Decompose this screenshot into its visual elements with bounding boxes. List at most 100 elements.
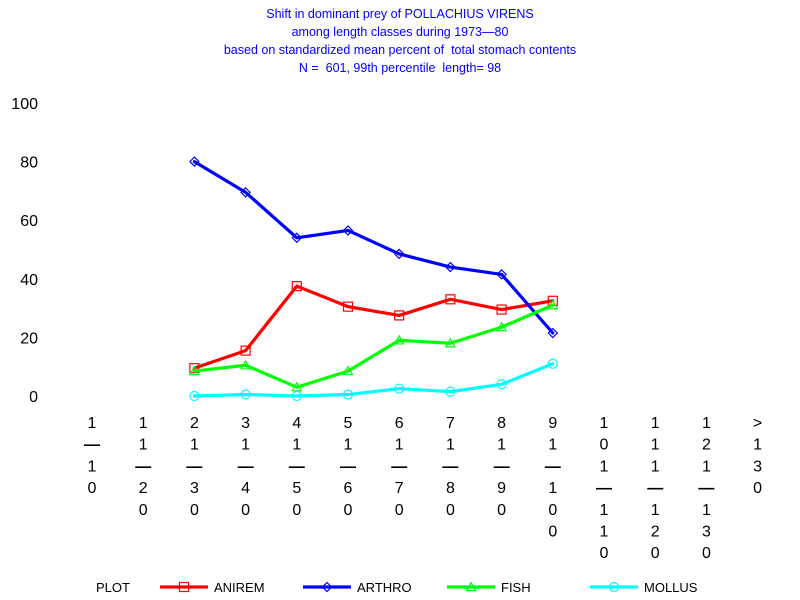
data-point xyxy=(342,301,354,312)
y-axis: 0 20 40 60 80 100 xyxy=(11,96,38,406)
x-tick-char: — xyxy=(340,458,356,475)
series-mollus xyxy=(189,358,558,402)
legend-item-anirem: ANIREM xyxy=(160,580,265,595)
y-tick-label: 60 xyxy=(20,213,38,230)
x-tick-char: 1 xyxy=(88,458,97,475)
series-layer xyxy=(188,156,559,402)
data-point xyxy=(240,389,251,400)
x-tick-char: 0 xyxy=(139,502,148,519)
x-tick-char: 1 xyxy=(600,458,609,475)
series-line xyxy=(192,303,555,389)
legend-label: FISH xyxy=(501,580,531,595)
x-tick-char: 0 xyxy=(753,480,762,497)
x-tick-char: 0 xyxy=(497,502,506,519)
x-tick-char: 1 xyxy=(651,458,660,475)
x-tick-char: — xyxy=(84,437,100,454)
x-tick-char: — xyxy=(135,458,151,475)
x-tick-char: 1 xyxy=(600,502,609,519)
x-tick-char: — xyxy=(391,458,407,475)
data-point xyxy=(445,386,456,397)
data-point xyxy=(291,390,302,402)
x-tick-char: 7 xyxy=(446,415,455,432)
x-tick-char: — xyxy=(238,458,254,475)
data-point xyxy=(291,381,303,392)
x-category-label: 4 1 — 5 0 xyxy=(289,415,305,519)
x-tick-char: 0 xyxy=(600,437,609,454)
data-point xyxy=(291,232,303,244)
x-tick-char: 1 xyxy=(548,437,557,454)
x-tick-char: 1 xyxy=(651,502,660,519)
x-tick-char: 5 xyxy=(344,415,353,432)
x-tick-char: 0 xyxy=(395,502,404,519)
x-tick-char: 1 xyxy=(702,458,711,475)
x-tick-char: 4 xyxy=(292,415,301,432)
x-tick-char: 2 xyxy=(190,415,199,432)
data-point xyxy=(445,261,456,273)
x-tick-char: 8 xyxy=(497,415,506,432)
x-tick-char: 1 xyxy=(600,415,609,432)
data-point xyxy=(547,327,559,339)
x-tick-char: 1 xyxy=(548,480,557,497)
data-point xyxy=(178,581,190,593)
x-tick-char: 3 xyxy=(702,524,711,541)
data-point xyxy=(465,581,477,592)
x-tick-char: 2 xyxy=(702,437,711,454)
data-point xyxy=(496,269,507,280)
data-point xyxy=(291,281,302,292)
data-point xyxy=(393,248,405,260)
x-tick-char: 0 xyxy=(446,502,455,519)
legend: PLOT ANIREM ARTHRO FISH MOLLUS xyxy=(96,580,698,595)
series-arthro xyxy=(189,156,559,339)
y-tick-label: 100 xyxy=(11,96,38,113)
title-line-1: Shift in dominant prey of POLLACHIUS VIR… xyxy=(266,7,534,21)
x-tick-char: 0 xyxy=(548,524,557,541)
data-point xyxy=(394,310,405,321)
data-point xyxy=(445,294,456,305)
x-tick-char: 3 xyxy=(241,415,250,432)
x-tick-char: 1 xyxy=(702,502,711,519)
y-tick-label: 20 xyxy=(20,330,38,347)
x-tick-char: 1 xyxy=(190,437,199,454)
x-tick-char: 1 xyxy=(651,415,660,432)
series-line xyxy=(192,362,555,398)
title-line-3: based on standardized mean percent of to… xyxy=(223,43,577,57)
data-point xyxy=(240,187,251,198)
x-tick-char: — xyxy=(596,480,612,497)
x-tick-char: 3 xyxy=(190,480,199,497)
x-tick-char: 1 xyxy=(344,437,353,454)
x-tick-char: 3 xyxy=(753,458,762,475)
legend-item-mollus: MOLLUS xyxy=(590,580,698,595)
x-tick-char: 8 xyxy=(446,480,455,497)
x-tick-char: — xyxy=(647,480,663,497)
x-tick-char: > xyxy=(753,415,762,432)
x-tick-char: 0 xyxy=(241,502,250,519)
data-point xyxy=(342,389,354,400)
legend-label: ARTHRO xyxy=(357,580,412,595)
x-category-label: >1 3 0 xyxy=(753,415,762,497)
x-tick-char: — xyxy=(186,458,202,475)
legend-item-arthro: ARTHRO xyxy=(303,580,412,595)
x-tick-char: 1 xyxy=(139,437,148,454)
x-tick-char: 9 xyxy=(497,480,506,497)
x-tick-char: 7 xyxy=(395,480,404,497)
legend-label: ANIREM xyxy=(214,580,265,595)
x-category-label: 3 1 — 4 0 xyxy=(238,415,254,519)
y-tick-label: 40 xyxy=(20,272,38,289)
chart-title: Shift in dominant prey of POLLACHIUS VIR… xyxy=(0,5,800,77)
data-point xyxy=(189,156,200,167)
data-point xyxy=(240,359,252,370)
x-tick-char: 6 xyxy=(344,480,353,497)
x-tick-char: 1 xyxy=(241,437,250,454)
x-tick-char: 1 xyxy=(446,437,455,454)
x-tick-char: — xyxy=(289,458,305,475)
x-category-label: 1 2 1 — 1 3 0 xyxy=(698,415,714,562)
x-tick-char: 6 xyxy=(395,415,404,432)
x-tick-char: 4 xyxy=(241,480,250,497)
series-fish xyxy=(188,299,559,392)
x-category-label: 1 0 1 — 1 1 0 xyxy=(596,415,612,562)
x-tick-char: 0 xyxy=(600,545,609,562)
y-tick-label: 0 xyxy=(29,389,38,406)
x-tick-char: 9 xyxy=(548,415,557,432)
data-point xyxy=(394,383,405,394)
